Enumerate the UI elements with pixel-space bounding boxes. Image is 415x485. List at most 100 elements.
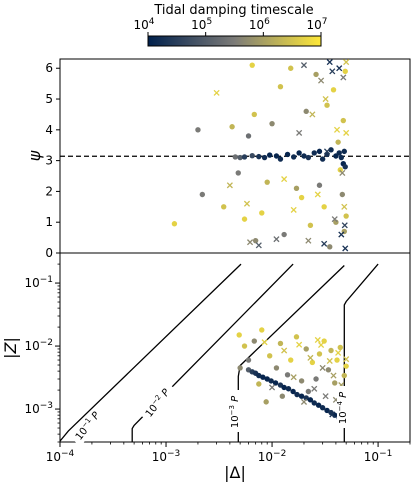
z-point-dot [256, 372, 262, 379]
z-point-dot [337, 344, 343, 351]
psi-point-dot [232, 154, 238, 160]
z-point-dot [268, 378, 274, 384]
z-point-dot [305, 388, 312, 395]
psi-point-dot [316, 148, 323, 155]
z-point-dot [288, 357, 294, 363]
z-x-ticks: 10−4 10−3 10−2 10−1 [46, 442, 411, 464]
psi-point-dot [305, 154, 312, 161]
period-curve-label: 10−4 P [336, 386, 350, 428]
psi-point-dot [327, 244, 333, 250]
colorbar-tick-label: 107 [306, 17, 327, 32]
psi-point-dot [313, 71, 319, 78]
psi-point-dot [321, 204, 327, 210]
psi-point-cross [338, 231, 345, 238]
psi-point-dot [249, 152, 255, 159]
z-point-dot [245, 357, 252, 363]
psi-point-dot [338, 154, 345, 161]
colorbar-ticks: 104 105 106 107 [133, 17, 328, 36]
psi-point-dot [303, 108, 309, 115]
psi-point-cross [321, 240, 328, 247]
psi-point-cross [226, 182, 233, 189]
z-x-tick-label: 10−3 [152, 449, 181, 464]
z-point-dot [277, 340, 284, 347]
z-panel: 10−1 P 10−2 P10−3 P10−4 P 10−4 10−3 10−2 10−… [1, 252, 411, 482]
psi-panel: 0 1 2 3 4 5 6 ψ [25, 58, 411, 260]
psi-point-dot [264, 179, 270, 185]
period-curve [60, 263, 242, 442]
psi-point-cross [340, 74, 347, 81]
psi-y-axis-label: ψ [25, 150, 44, 161]
svg-text:10−4 P: 10−4 P [336, 391, 349, 424]
z-point-dot [343, 363, 349, 369]
psi-point-dot [343, 213, 349, 219]
psi-data-points [171, 59, 350, 252]
z-point-cross [314, 336, 321, 344]
psi-point-dot [237, 154, 243, 161]
psi-point-cross [296, 129, 303, 136]
psi-point-dot [199, 191, 206, 198]
psi-point-cross [333, 126, 341, 133]
psi-point-cross [342, 245, 349, 252]
z-y-tick-label: 10−1 [24, 275, 53, 290]
z-point-dot [241, 343, 248, 349]
period-curve-label: 10−3 P [228, 390, 242, 432]
psi-point-dot [252, 237, 259, 244]
z-point-dot [303, 395, 309, 401]
z-point-dot [237, 365, 243, 371]
psi-point-dot [235, 170, 241, 176]
psi-point-dot [293, 185, 300, 192]
z-point-dot [272, 380, 279, 386]
psi-y-tick-label: 1 [45, 215, 53, 229]
z-point-dot [319, 405, 326, 411]
psi-point-cross [318, 77, 325, 84]
psi-y-tick-label: 2 [45, 184, 53, 198]
psi-point-cross [273, 236, 280, 243]
z-point-dot [298, 393, 305, 399]
psi-point-dot [342, 68, 348, 75]
z-y-axis-label: |Z| [1, 337, 20, 359]
z-point-dot [341, 372, 347, 379]
psi-y-tick-label: 0 [45, 246, 53, 260]
z-point-dot [328, 347, 334, 354]
svg-text:10−3 P: 10−3 P [228, 395, 241, 428]
psi-point-dot [251, 111, 257, 118]
psi-point-dot [339, 191, 346, 198]
psi-point-cross [322, 95, 329, 103]
psi-point-dot [281, 231, 287, 238]
psi-point-cross [339, 169, 346, 176]
psi-y-tick-label: 3 [45, 154, 53, 168]
z-y-tick-label: 10−2 [24, 338, 53, 353]
psi-point-dot [336, 150, 342, 156]
psi-y-ticks: 0 1 2 3 4 5 6 [45, 61, 60, 260]
psi-point-cross [281, 176, 288, 183]
psi-point-cross [343, 59, 350, 66]
z-point-dot [325, 367, 332, 373]
psi-point-dot [319, 156, 326, 162]
z-point-cross [322, 393, 329, 400]
z-point-dot [313, 376, 319, 382]
psi-y-tick-label: 4 [45, 123, 53, 137]
colorbar-gradient [147, 35, 322, 47]
z-point-dot [273, 365, 280, 371]
psi-point-dot [288, 65, 294, 71]
psi-point-dot [256, 153, 262, 160]
psi-point-dot [277, 156, 284, 162]
psi-point-dot [245, 133, 252, 139]
z-point-dot [334, 357, 340, 363]
z-point-cross [329, 411, 336, 418]
psi-point-cross [246, 239, 254, 246]
psi-point-dot [259, 210, 265, 216]
psi-point-dot [290, 154, 297, 160]
psi-point-dot [296, 150, 302, 156]
z-point-dot [332, 380, 338, 386]
psi-point-dot [340, 117, 347, 124]
psi-point-dot [341, 148, 347, 155]
psi-point-dot [342, 164, 348, 170]
z-point-cross [311, 385, 318, 392]
z-point-cross [268, 384, 276, 391]
psi-point-cross [336, 65, 343, 72]
psi-point-cross [243, 200, 251, 207]
psi-point-dot [229, 124, 235, 130]
z-point-cross [335, 349, 342, 356]
z-point-dot [309, 359, 316, 366]
